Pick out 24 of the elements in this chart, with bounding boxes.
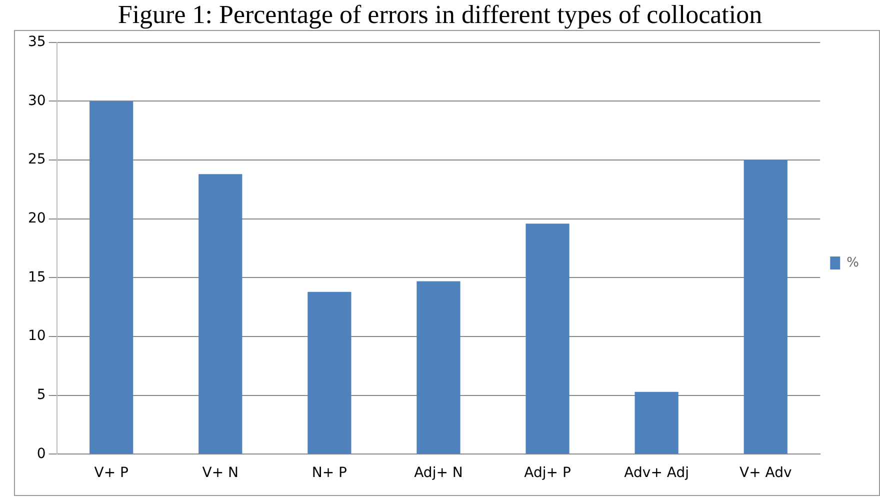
bar xyxy=(634,392,678,454)
x-tick-label: N+ P xyxy=(312,465,347,482)
y-tick-label: 35 xyxy=(28,34,46,50)
chart-title: Figure 1: Percentage of errors in different types of collocation xyxy=(116,0,764,30)
bar xyxy=(198,174,242,454)
y-tick-label: 15 xyxy=(28,269,46,286)
bar xyxy=(744,160,788,454)
y-tick-label: 0 xyxy=(36,446,46,462)
x-tick-label: V+ Adv xyxy=(739,465,792,482)
y-tick-label: 25 xyxy=(28,152,46,168)
x-tick-label: V+ P xyxy=(94,465,128,482)
bar xyxy=(308,292,352,454)
y-tick-label: 10 xyxy=(28,328,46,344)
x-tick-label: Adj+ P xyxy=(524,465,571,482)
bar xyxy=(526,224,570,454)
y-tick-label: 30 xyxy=(28,92,46,109)
bar xyxy=(90,101,134,454)
x-tick-label: V+ N xyxy=(202,465,239,482)
x-tick-label: Adj+ N xyxy=(414,465,463,482)
legend-label: % xyxy=(846,255,860,270)
y-tick-label: 5 xyxy=(36,387,46,404)
y-tick-label: 20 xyxy=(28,210,46,227)
x-tick-label: Adv+ Adj xyxy=(624,465,689,482)
bar xyxy=(416,281,460,454)
